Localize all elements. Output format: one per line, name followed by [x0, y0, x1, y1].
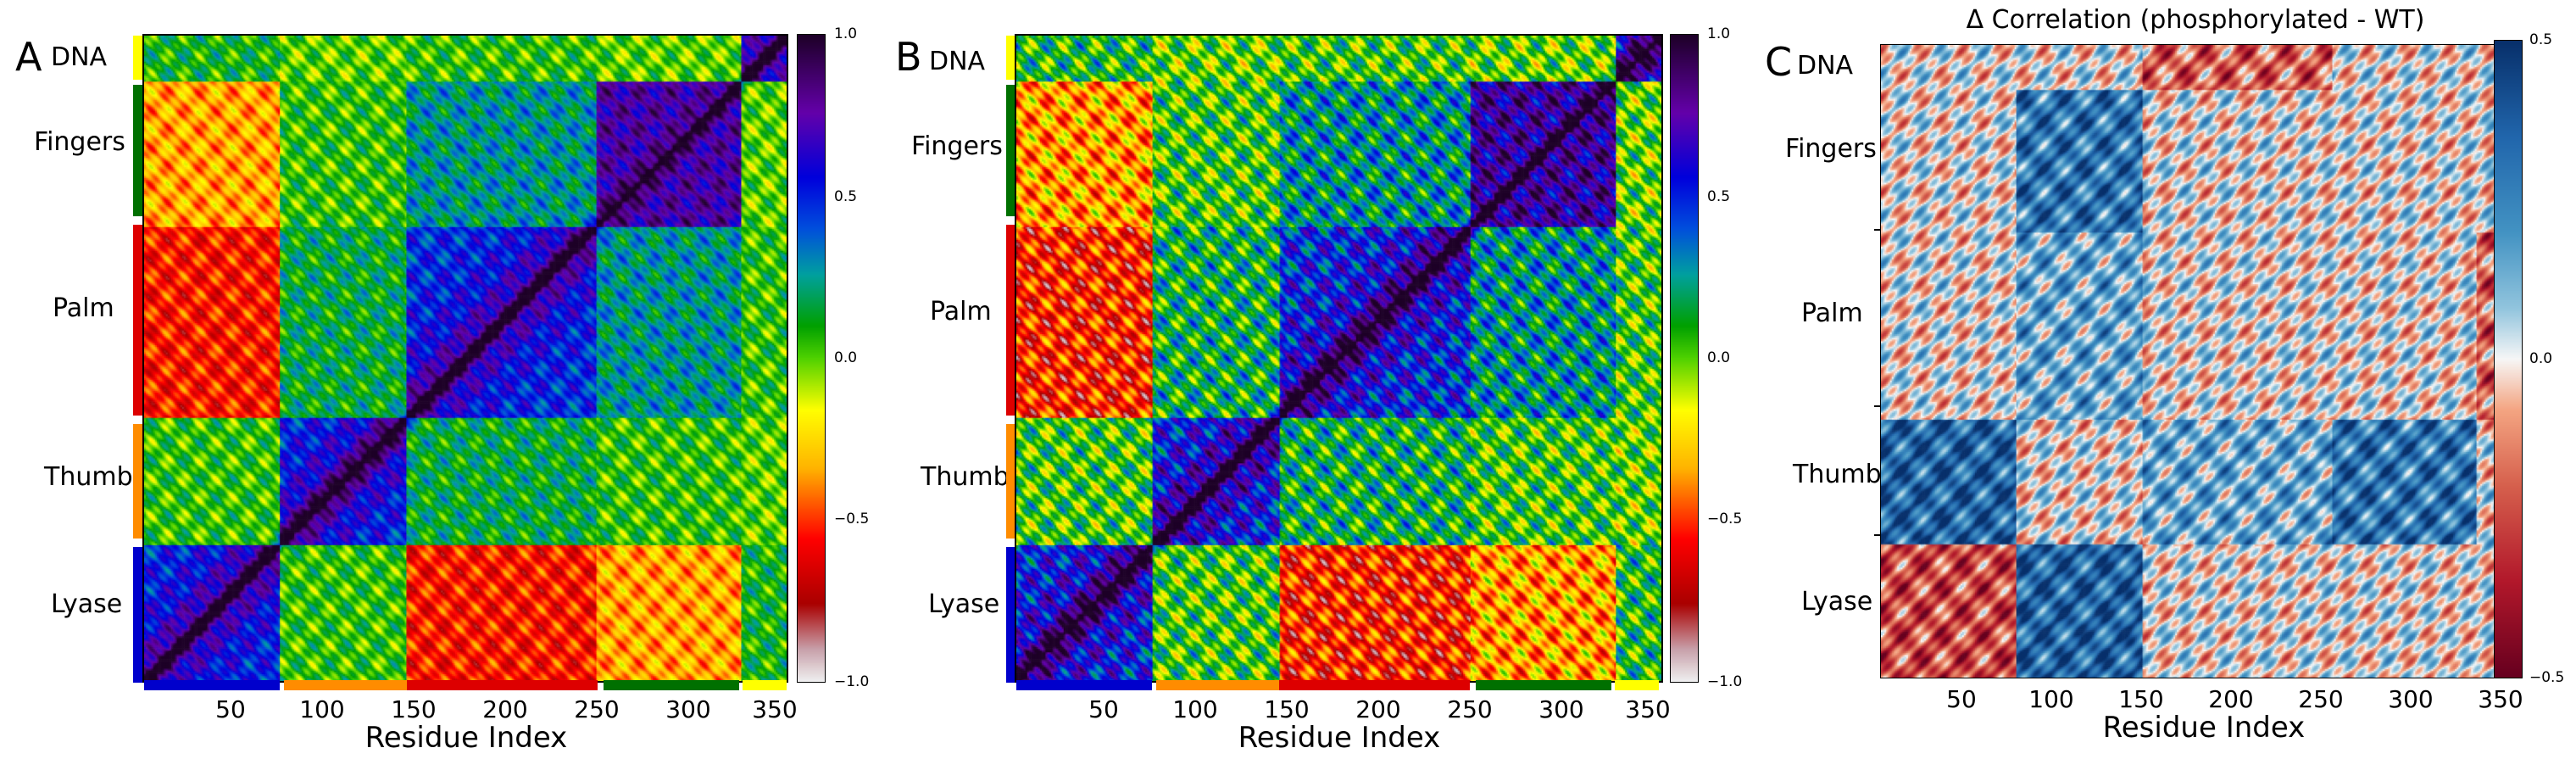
- xtick-a-200: 200: [482, 695, 528, 723]
- domain-bar-lyase-b: [1006, 547, 1016, 683]
- cbar-tick-b-2: 0.5: [1707, 188, 1731, 205]
- domain-bar-x-thumb-a: [284, 680, 407, 690]
- domain-bar-palm-b: [1006, 225, 1016, 416]
- xtick-c-250: 250: [2298, 685, 2344, 713]
- xtick-a-150: 150: [391, 695, 437, 723]
- domain-label-dna-c: DNA: [1797, 51, 1854, 81]
- xtick-c-100: 100: [2028, 685, 2074, 713]
- domain-bar-dna-a: [133, 36, 143, 80]
- xtick-a-100: 100: [299, 695, 345, 723]
- domain-label-palm-b: Palm: [930, 297, 992, 326]
- domain-bar-x-palm-a: [407, 680, 598, 690]
- xtick-a-350: 350: [752, 695, 798, 723]
- xtick-b-250: 250: [1447, 695, 1493, 723]
- xtick-b-50: 50: [1088, 695, 1119, 723]
- domain-bar-x-fingers-a: [604, 680, 739, 690]
- colorbar-b: [1670, 34, 1699, 683]
- heatmap-a: [142, 34, 788, 683]
- cbar-tick-a-5: −1.0: [834, 673, 870, 690]
- title-c: Δ Correlation (phosphorylated - WT): [1966, 5, 2425, 35]
- xtick-c-300: 300: [2388, 685, 2434, 713]
- xlabel-a: Residue Index: [364, 721, 568, 755]
- cbar-tick-c-2: 0.0: [2529, 350, 2553, 367]
- ytick-mark-c-3: [1874, 534, 1880, 536]
- domain-bar-dna-b: [1006, 36, 1016, 80]
- domain-label-dna-b: DNA: [929, 47, 986, 76]
- xtick-b-300: 300: [1538, 695, 1584, 723]
- domain-bar-x-lyase-a: [144, 680, 280, 690]
- domain-bar-thumb-a: [133, 424, 143, 539]
- cbar-tick-c-3: −0.5: [2529, 669, 2565, 686]
- domain-label-thumb-c: Thumb: [1793, 460, 1882, 489]
- domain-bar-x-lyase-b: [1016, 680, 1152, 690]
- xtick-a-300: 300: [665, 695, 711, 723]
- xtick-a-50: 50: [215, 695, 246, 723]
- cbar-tick-b-1: 1.0: [1707, 25, 1731, 42]
- domain-label-palm-c: Palm: [1801, 299, 1863, 328]
- ytick-mark-c-2: [1874, 405, 1880, 407]
- xlabel-c: Residue Index: [2102, 711, 2306, 745]
- domain-bar-lyase-a: [133, 547, 143, 683]
- domain-bar-x-dna-a: [743, 680, 787, 690]
- cbar-tick-a-1: 1.0: [834, 25, 858, 42]
- panel-letter-b: B: [895, 34, 922, 80]
- cbar-tick-b-5: −1.0: [1707, 673, 1743, 690]
- domain-label-lyase-a: Lyase: [51, 589, 123, 619]
- domain-bar-fingers-a: [133, 85, 143, 216]
- domain-bar-x-palm-b: [1279, 680, 1470, 690]
- xlabel-b: Residue Index: [1238, 721, 1441, 755]
- xtick-c-200: 200: [2208, 685, 2254, 713]
- domain-label-fingers-a: Fingers: [34, 127, 125, 157]
- xtick-c-350: 350: [2478, 685, 2523, 713]
- domain-label-thumb-a: Thumb: [44, 462, 133, 492]
- domain-label-palm-a: Palm: [53, 293, 114, 323]
- xtick-b-200: 200: [1355, 695, 1401, 723]
- domain-label-lyase-b: Lyase: [928, 589, 1000, 619]
- cbar-tick-a-2: 0.5: [834, 188, 858, 205]
- heatmap-c: [1880, 44, 2523, 678]
- colorbar-a: [797, 34, 826, 683]
- xtick-c-150: 150: [2118, 685, 2164, 713]
- domain-bar-fingers-b: [1006, 85, 1016, 216]
- cbar-tick-a-4: −0.5: [834, 511, 870, 527]
- xtick-b-100: 100: [1172, 695, 1218, 723]
- domain-label-lyase-c: Lyase: [1801, 587, 1873, 617]
- domain-bar-x-fingers-b: [1476, 680, 1611, 690]
- panel-letter-a: A: [15, 34, 42, 80]
- domain-label-thumb-b: Thumb: [921, 462, 1010, 492]
- cbar-tick-a-3: 0.0: [834, 349, 858, 366]
- cbar-tick-c-1: 0.5: [2529, 31, 2553, 48]
- domain-label-fingers-b: Fingers: [911, 131, 1003, 161]
- cbar-tick-b-3: 0.0: [1707, 349, 1731, 366]
- ytick-mark-c-1: [1874, 229, 1880, 231]
- cbar-tick-b-4: −0.5: [1707, 511, 1743, 527]
- panel-letter-c: C: [1765, 39, 1793, 85]
- domain-label-fingers-c: Fingers: [1785, 134, 1877, 164]
- heatmap-b: [1015, 34, 1663, 683]
- domain-bar-palm-a: [133, 225, 143, 416]
- domain-label-dna-a: DNA: [51, 42, 108, 72]
- domain-bar-x-dna-b: [1615, 680, 1659, 690]
- xtick-b-350: 350: [1625, 695, 1671, 723]
- domain-bar-thumb-b: [1006, 424, 1016, 539]
- domain-bar-x-thumb-b: [1156, 680, 1279, 690]
- xtick-b-150: 150: [1264, 695, 1310, 723]
- xtick-a-250: 250: [574, 695, 620, 723]
- xtick-c-50: 50: [1946, 685, 1977, 713]
- colorbar-c: [2494, 40, 2523, 678]
